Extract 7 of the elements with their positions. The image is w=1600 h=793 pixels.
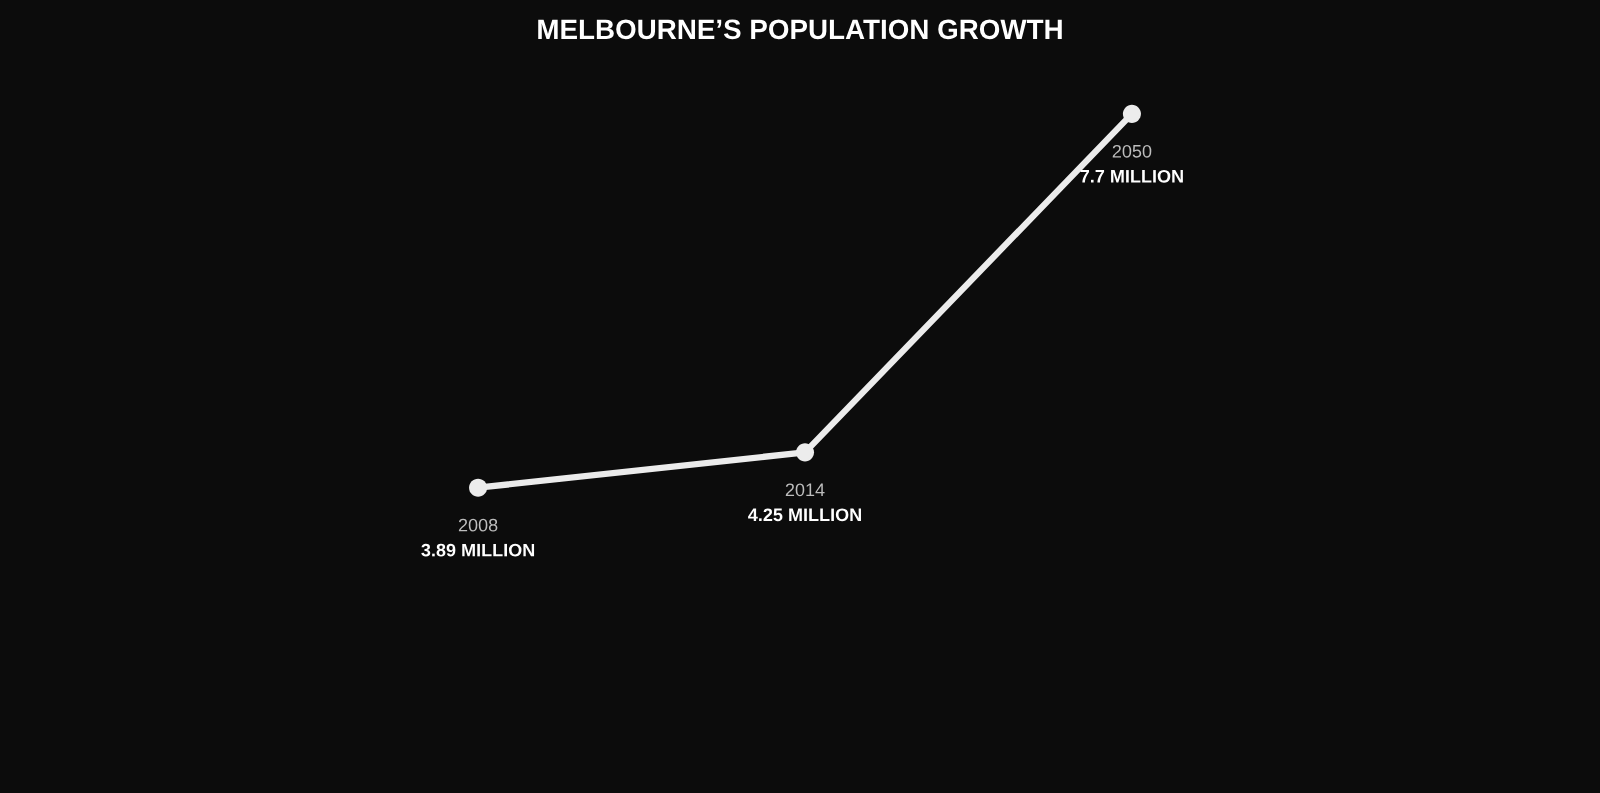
data-label: 7.7 MILLION [1080,169,1183,183]
x-tick-label: 2008 [458,518,498,532]
x-tick-label: 2050 [1112,144,1152,158]
data-label: 3.89 MILLION [421,543,535,557]
x-tick-label: 2014 [785,483,825,497]
data-label: 4.25 MILLION [748,508,861,522]
chart-title: MELBOURNE’S POPULATION GROWTH [538,19,1062,40]
